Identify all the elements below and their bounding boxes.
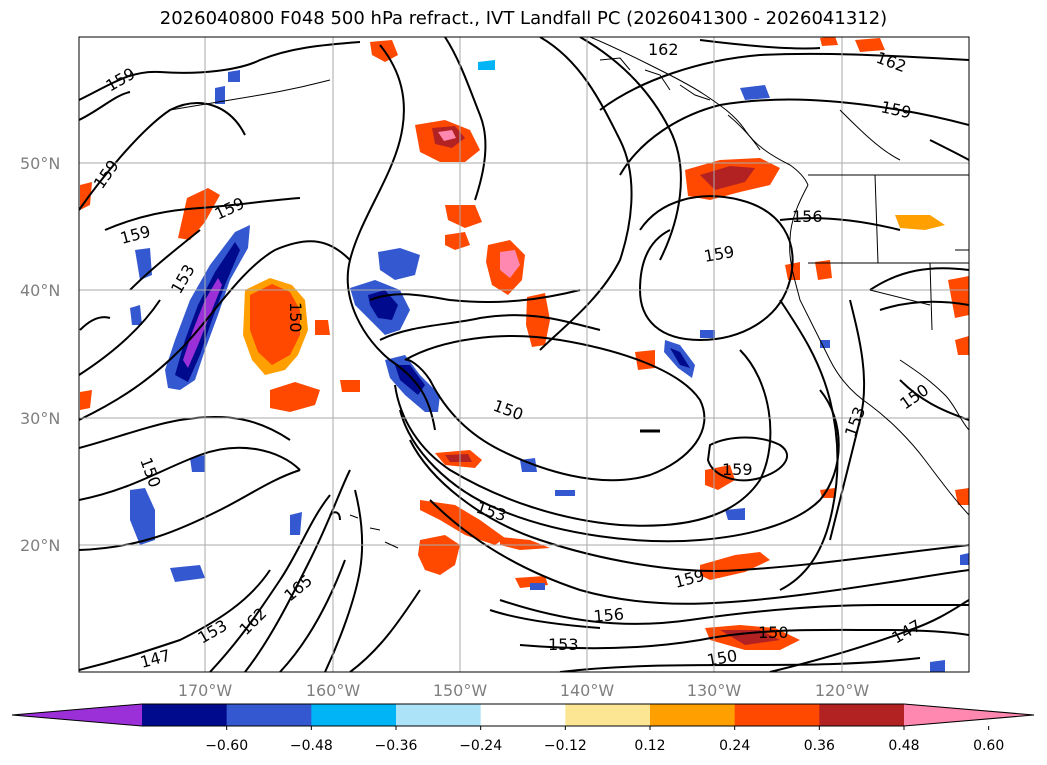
colorbar-segment — [142, 704, 228, 726]
contour-label: 150 — [286, 302, 305, 333]
colorbar-tick-label: 0.36 — [804, 738, 835, 754]
colorbar — [11, 703, 1035, 727]
lon-label: 160°W — [306, 681, 361, 700]
colorbar-tick-label: 0.60 — [973, 738, 1004, 754]
colorbar-tick-label: 0.48 — [888, 738, 919, 754]
colorbar-extend-high — [904, 704, 1034, 726]
contour-label: 156 — [593, 604, 625, 626]
colorbar-tick-label: −0.12 — [544, 738, 587, 754]
colorbar-tick-label: −0.36 — [375, 738, 418, 754]
colorbar-ticks: −0.60 −0.48 −0.36 −0.24 −0.12 0.12 0.24 0.36 0.4… — [205, 726, 1004, 754]
colorbar-segment — [565, 704, 651, 726]
colorbar-segment — [819, 704, 905, 726]
lon-label: 150°W — [433, 681, 488, 700]
contour-label: 159 — [722, 460, 753, 479]
longitude-labels: 170°W 160°W 150°W 140°W 130°W 120°W — [178, 681, 870, 700]
lat-label: 20°N — [20, 536, 60, 555]
colorbar-tick-label: 0.12 — [634, 738, 665, 754]
colorbar-segment — [226, 704, 312, 726]
lon-label: 140°W — [560, 681, 615, 700]
coastlines — [169, 37, 969, 549]
lon-label: 120°W — [815, 681, 870, 700]
lat-label: 30°N — [20, 409, 60, 428]
colorbar-tick-label: −0.60 — [205, 738, 248, 754]
latitude-labels: 50°N 40°N 30°N 20°N — [20, 154, 60, 555]
contour-label: 153 — [548, 635, 579, 654]
colorbar-tick-label: −0.48 — [290, 738, 333, 754]
lon-label: 130°W — [687, 681, 742, 700]
lon-label: 170°W — [178, 681, 233, 700]
colorbar-segment — [396, 704, 482, 726]
colorbar-tick-label: −0.24 — [459, 738, 502, 754]
colorbar-tick-label: 0.24 — [719, 738, 750, 754]
lat-label: 40°N — [20, 281, 60, 300]
contour-label: 156 — [792, 207, 823, 226]
colorbar-segment — [650, 704, 736, 726]
map-area — [79, 37, 969, 672]
map-title: 2026040800 F048 500 hPa refract., IVT La… — [159, 8, 888, 29]
colorbar-segment — [734, 704, 820, 726]
colorbar-outline — [11, 703, 1035, 727]
refractivity-contours — [79, 37, 969, 672]
lat-label: 50°N — [20, 154, 60, 173]
colorbar-segment — [480, 704, 566, 726]
map-border — [78, 36, 970, 673]
contour-label: 162 — [648, 40, 679, 59]
colorbar-extend-low — [12, 704, 142, 726]
colorbar-segment — [311, 704, 397, 726]
contour-label: 150 — [758, 623, 789, 642]
negative-anomaly-shading — [130, 60, 969, 672]
graticule — [79, 37, 969, 672]
